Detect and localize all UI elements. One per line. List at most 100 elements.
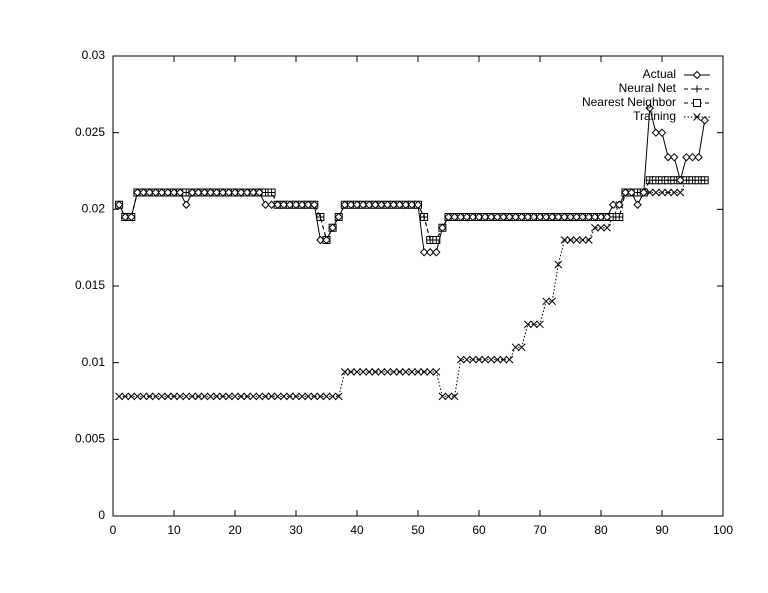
marker [432,236,440,244]
marker [279,200,289,209]
marker [347,368,355,376]
marker [298,392,306,401]
marker [572,212,581,222]
marker [542,297,550,306]
marker [383,368,392,376]
marker [669,152,679,162]
y-tick-label: 0.01 [82,355,106,369]
marker [651,128,661,137]
y-tick-label: 0 [98,508,105,522]
marker [164,392,172,401]
x-tick-label: 90 [655,523,669,537]
marker [297,200,307,209]
marker [395,200,404,209]
marker [182,392,191,401]
marker [389,368,398,376]
marker [414,368,422,376]
marker [695,176,703,184]
x-tick-label: 0 [110,523,117,537]
marker [115,392,123,401]
marker [145,188,154,197]
marker [377,200,386,209]
marker [365,368,374,376]
legend-label: Nearest Neighbor [582,95,676,109]
marker [475,355,483,364]
marker [176,392,184,401]
marker [566,212,575,222]
marker [133,188,142,197]
marker [340,368,349,376]
marker [194,188,203,197]
x-tick-label: 80 [594,523,608,537]
marker [273,392,282,401]
marker [591,223,599,232]
legend-marker [693,113,701,121]
marker [590,212,600,222]
marker [139,188,148,197]
marker [664,176,672,184]
legend-marker [692,70,702,80]
marker [316,213,324,221]
marker [249,392,258,401]
x-tick-label: 70 [533,523,547,537]
marker [279,392,288,401]
marker [371,368,380,376]
y-tick-label: 0.015 [75,278,105,292]
marker [584,236,593,244]
marker [170,392,178,401]
marker [511,212,520,222]
marker [560,212,569,222]
marker [499,212,508,222]
legend-label: Neural Net [619,81,677,95]
marker [169,188,179,197]
marker [231,392,239,401]
marker [163,188,173,197]
marker [688,152,697,162]
marker [536,320,544,329]
marker [261,392,270,401]
marker [701,176,709,184]
marker [657,128,667,137]
marker [255,392,264,401]
marker [377,368,386,376]
marker [505,212,514,222]
marker [517,343,526,352]
marker [224,188,234,197]
x-tick-label: 60 [472,523,486,537]
marker [578,212,587,222]
marker [426,368,435,376]
marker [175,188,185,197]
x-tick-label: 10 [167,523,181,537]
marker [560,236,569,244]
marker [505,355,514,364]
marker [328,223,337,232]
marker [554,260,563,269]
marker [303,200,313,209]
marker [292,392,300,401]
marker [578,236,587,244]
marker [408,368,416,376]
marker [243,392,252,401]
marker [462,355,471,364]
marker [359,368,367,376]
marker [523,212,533,222]
marker [334,212,343,222]
marker [181,200,191,209]
marker [425,248,435,257]
marker [340,200,350,209]
marker [438,392,447,401]
marker [322,235,331,245]
marker [133,392,142,401]
marker [676,175,685,185]
marker [206,188,215,197]
marker [364,200,374,209]
x-tick-label: 20 [228,523,242,537]
marker [682,152,691,162]
marker [346,200,356,209]
legend-marker [693,85,701,93]
marker [261,200,270,209]
marker [285,200,295,209]
legend-marker [693,99,701,107]
marker [353,368,361,376]
marker [566,236,575,244]
